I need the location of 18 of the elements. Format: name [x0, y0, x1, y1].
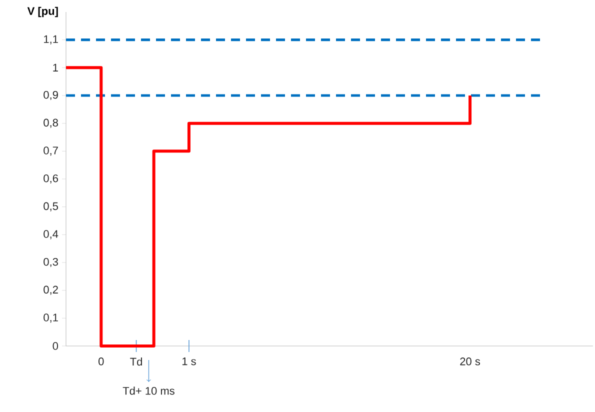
text: Td+ 10 ms	[122, 386, 174, 395]
y-tick-label: 0,5	[44, 202, 58, 212]
x-tick-label: 0	[98, 358, 104, 366]
y-tick-label: 0	[52, 342, 58, 350]
y-axis-title: V [pu]	[27, 6, 58, 18]
y-tick-label: 0,7	[44, 146, 58, 156]
y-tick-label: 1	[53, 64, 58, 72]
y-tick-label: 0,4	[44, 230, 58, 240]
y-tick-label: 0,9	[44, 90, 58, 100]
x-tick-label: Td	[130, 358, 142, 366]
y-tick-label: 0,6	[44, 174, 58, 184]
y-tick-label: 1,1	[44, 35, 58, 44]
y-tick-label: 0,3	[44, 258, 58, 268]
x-tick-label: 20 s	[460, 358, 480, 366]
y-tick-label: 0,2	[44, 286, 58, 295]
y-tick-label: 0,1	[44, 314, 58, 323]
x-tick-label: 1 s	[182, 358, 196, 366]
y-tick-label: 0,8	[44, 118, 58, 128]
